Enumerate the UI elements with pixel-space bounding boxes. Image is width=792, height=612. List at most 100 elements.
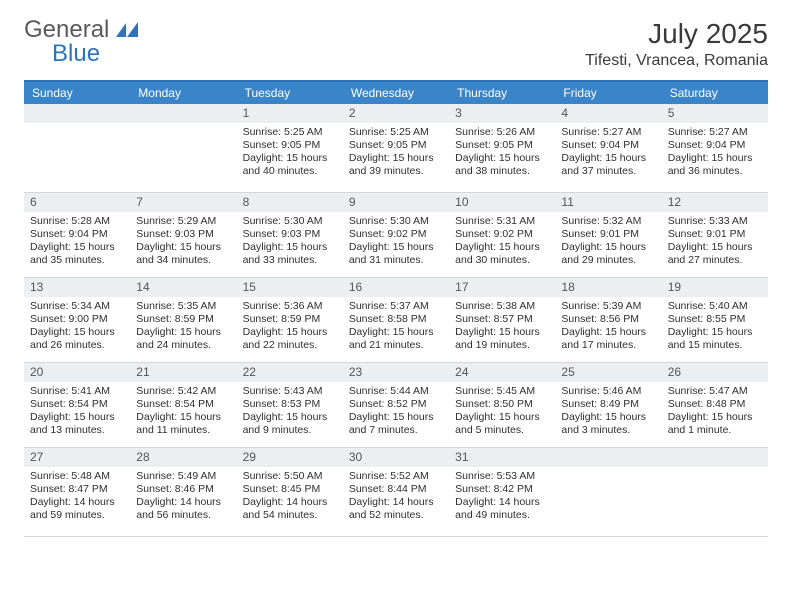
day-number: 16 [343,278,449,297]
day-number: 17 [449,278,555,297]
daylight-text: Daylight: 15 hours and 22 minutes. [243,326,337,352]
day-cell: 8Sunrise: 5:30 AMSunset: 9:03 PMDaylight… [237,193,343,277]
day-body: Sunrise: 5:50 AMSunset: 8:45 PMDaylight:… [237,467,343,529]
day-number: 26 [662,363,768,382]
sunset-text: Sunset: 8:42 PM [455,483,549,496]
day-of-week-header: Friday [555,82,661,104]
daylight-text: Daylight: 15 hours and 24 minutes. [136,326,230,352]
day-of-week-row: SundayMondayTuesdayWednesdayThursdayFrid… [24,82,768,104]
day-body: Sunrise: 5:25 AMSunset: 9:05 PMDaylight:… [237,123,343,185]
day-cell: 4Sunrise: 5:27 AMSunset: 9:04 PMDaylight… [555,104,661,192]
daylight-text: Daylight: 15 hours and 40 minutes. [243,152,337,178]
logo: General Blue [24,18,138,66]
sunset-text: Sunset: 8:59 PM [243,313,337,326]
day-body: Sunrise: 5:36 AMSunset: 8:59 PMDaylight:… [237,297,343,359]
daylight-text: Daylight: 15 hours and 19 minutes. [455,326,549,352]
day-cell: 31Sunrise: 5:53 AMSunset: 8:42 PMDayligh… [449,448,555,536]
daylight-text: Daylight: 15 hours and 17 minutes. [561,326,655,352]
week-row: 13Sunrise: 5:34 AMSunset: 9:00 PMDayligh… [24,278,768,363]
day-cell: 21Sunrise: 5:42 AMSunset: 8:54 PMDayligh… [130,363,236,447]
page: General Blue July 2025 Tifesti, Vrancea,… [0,0,792,555]
day-cell: 29Sunrise: 5:50 AMSunset: 8:45 PMDayligh… [237,448,343,536]
calendar: SundayMondayTuesdayWednesdayThursdayFrid… [24,80,768,537]
sunset-text: Sunset: 8:58 PM [349,313,443,326]
day-cell: 14Sunrise: 5:35 AMSunset: 8:59 PMDayligh… [130,278,236,362]
daylight-text: Daylight: 15 hours and 29 minutes. [561,241,655,267]
day-body: Sunrise: 5:32 AMSunset: 9:01 PMDaylight:… [555,212,661,274]
day-cell: 23Sunrise: 5:44 AMSunset: 8:52 PMDayligh… [343,363,449,447]
day-number: 6 [24,193,130,212]
day-number: 10 [449,193,555,212]
sunrise-text: Sunrise: 5:38 AM [455,300,549,313]
day-body [555,467,661,536]
daylight-text: Daylight: 15 hours and 38 minutes. [455,152,549,178]
sunset-text: Sunset: 8:59 PM [136,313,230,326]
sunset-text: Sunset: 8:48 PM [668,398,762,411]
daylight-text: Daylight: 15 hours and 39 minutes. [349,152,443,178]
day-body: Sunrise: 5:34 AMSunset: 9:00 PMDaylight:… [24,297,130,359]
sunrise-text: Sunrise: 5:27 AM [561,126,655,139]
day-number: 8 [237,193,343,212]
sunrise-text: Sunrise: 5:25 AM [243,126,337,139]
day-number: 15 [237,278,343,297]
day-number: 18 [555,278,661,297]
day-number: 12 [662,193,768,212]
daylight-text: Daylight: 15 hours and 37 minutes. [561,152,655,178]
title-block: July 2025 Tifesti, Vrancea, Romania [585,18,768,70]
daylight-text: Daylight: 14 hours and 54 minutes. [243,496,337,522]
day-of-week-header: Sunday [24,82,130,104]
daylight-text: Daylight: 15 hours and 7 minutes. [349,411,443,437]
day-body: Sunrise: 5:53 AMSunset: 8:42 PMDaylight:… [449,467,555,529]
day-of-week-header: Monday [130,82,236,104]
logo-text: General Blue [24,18,138,66]
sunrise-text: Sunrise: 5:53 AM [455,470,549,483]
sunset-text: Sunset: 8:52 PM [349,398,443,411]
day-body: Sunrise: 5:41 AMSunset: 8:54 PMDaylight:… [24,382,130,444]
sunset-text: Sunset: 9:02 PM [349,228,443,241]
daylight-text: Daylight: 15 hours and 27 minutes. [668,241,762,267]
day-of-week-header: Wednesday [343,82,449,104]
daylight-text: Daylight: 14 hours and 56 minutes. [136,496,230,522]
day-cell: 20Sunrise: 5:41 AMSunset: 8:54 PMDayligh… [24,363,130,447]
day-cell: 24Sunrise: 5:45 AMSunset: 8:50 PMDayligh… [449,363,555,447]
sunset-text: Sunset: 8:47 PM [30,483,124,496]
day-number: 28 [130,448,236,467]
daylight-text: Daylight: 15 hours and 13 minutes. [30,411,124,437]
daylight-text: Daylight: 14 hours and 59 minutes. [30,496,124,522]
daylight-text: Daylight: 15 hours and 9 minutes. [243,411,337,437]
day-cell: 2Sunrise: 5:25 AMSunset: 9:05 PMDaylight… [343,104,449,192]
day-cell: 28Sunrise: 5:49 AMSunset: 8:46 PMDayligh… [130,448,236,536]
sunset-text: Sunset: 8:46 PM [136,483,230,496]
sunset-text: Sunset: 9:03 PM [243,228,337,241]
sunset-text: Sunset: 8:49 PM [561,398,655,411]
sunset-text: Sunset: 9:03 PM [136,228,230,241]
day-number: 2 [343,104,449,123]
day-body: Sunrise: 5:44 AMSunset: 8:52 PMDaylight:… [343,382,449,444]
day-number: 5 [662,104,768,123]
week-row: 27Sunrise: 5:48 AMSunset: 8:47 PMDayligh… [24,448,768,537]
sunset-text: Sunset: 9:05 PM [243,139,337,152]
day-number: 7 [130,193,236,212]
day-number: 30 [343,448,449,467]
day-cell: 26Sunrise: 5:47 AMSunset: 8:48 PMDayligh… [662,363,768,447]
sunset-text: Sunset: 9:01 PM [561,228,655,241]
daylight-text: Daylight: 14 hours and 49 minutes. [455,496,549,522]
day-body: Sunrise: 5:29 AMSunset: 9:03 PMDaylight:… [130,212,236,274]
day-body: Sunrise: 5:43 AMSunset: 8:53 PMDaylight:… [237,382,343,444]
day-number: 1 [237,104,343,123]
daylight-text: Daylight: 15 hours and 34 minutes. [136,241,230,267]
logo-word1: General [24,16,109,43]
sunrise-text: Sunrise: 5:30 AM [243,215,337,228]
day-cell [24,104,130,192]
day-body: Sunrise: 5:39 AMSunset: 8:56 PMDaylight:… [555,297,661,359]
sunrise-text: Sunrise: 5:35 AM [136,300,230,313]
day-body: Sunrise: 5:37 AMSunset: 8:58 PMDaylight:… [343,297,449,359]
day-cell: 7Sunrise: 5:29 AMSunset: 9:03 PMDaylight… [130,193,236,277]
day-number: 13 [24,278,130,297]
day-body: Sunrise: 5:49 AMSunset: 8:46 PMDaylight:… [130,467,236,529]
day-number: 9 [343,193,449,212]
sunset-text: Sunset: 8:54 PM [30,398,124,411]
sunset-text: Sunset: 9:00 PM [30,313,124,326]
sunset-text: Sunset: 9:05 PM [349,139,443,152]
day-body: Sunrise: 5:31 AMSunset: 9:02 PMDaylight:… [449,212,555,274]
